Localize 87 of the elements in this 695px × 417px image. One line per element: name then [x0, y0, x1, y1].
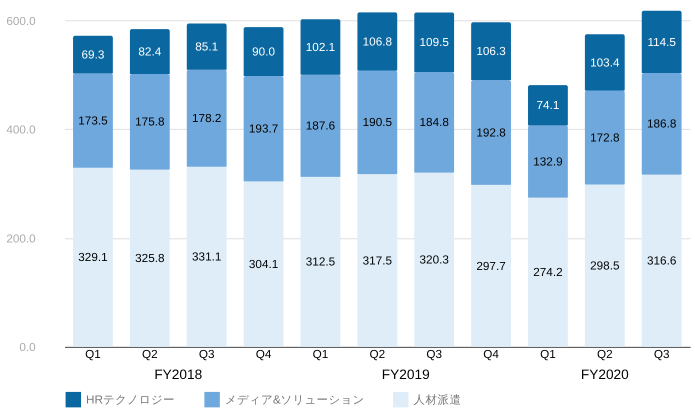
bar — [471, 184, 511, 347]
data-label: 114.5 — [647, 36, 676, 49]
data-label: 187.6 — [306, 120, 336, 133]
data-label: 325.8 — [135, 252, 165, 266]
x-tick-label: Q2 — [369, 348, 386, 362]
data-label: 82.4 — [138, 45, 162, 58]
data-label: 316.6 — [647, 254, 676, 268]
data-label: 103.4 — [590, 56, 620, 70]
data-label: 178.2 — [192, 112, 222, 126]
x-tick-label: Q3 — [426, 348, 442, 362]
bar — [244, 181, 284, 347]
bar — [414, 172, 454, 347]
data-label: 274.2 — [533, 266, 563, 280]
data-label: 173.5 — [78, 114, 108, 128]
text: FY2020 — [580, 367, 630, 382]
bar — [244, 76, 284, 182]
bar — [357, 174, 398, 347]
data-label: 90.0 — [252, 45, 276, 58]
legend-label: メディア&ソリューション — [224, 394, 365, 407]
data-label: 304.1 — [248, 258, 278, 272]
bar — [130, 74, 170, 170]
x-tick-label: Q2 — [142, 348, 158, 362]
legend-label: 人材派遣 — [413, 394, 462, 407]
bar — [528, 125, 568, 198]
y-tick-label: 0.0 — [19, 341, 36, 354]
data-label: 193.7 — [248, 122, 278, 136]
data-label: 175.8 — [135, 116, 165, 129]
legend-label: HRテクノロジー — [86, 394, 175, 407]
text: FY2019 — [382, 367, 430, 382]
bar — [357, 12, 398, 70]
data-label: 317.5 — [362, 254, 392, 268]
bar — [73, 168, 113, 347]
data-label: 85.1 — [195, 40, 218, 54]
bar — [130, 29, 170, 74]
y-tick-label: 600.0 — [6, 14, 36, 28]
bar — [73, 73, 113, 168]
y-tick-label: 400.0 — [6, 124, 36, 137]
bar — [528, 198, 568, 347]
data-label: 172.8 — [590, 131, 620, 144]
bar — [300, 74, 340, 177]
bar — [414, 12, 454, 72]
bar — [584, 90, 625, 184]
data-label: 184.8 — [420, 116, 450, 130]
data-label: 69.3 — [82, 48, 104, 62]
bar — [642, 174, 682, 347]
data-label: 106.3 — [476, 45, 506, 58]
bar — [73, 36, 113, 74]
data-label: 186.8 — [647, 118, 677, 131]
data-label: 106.8 — [362, 35, 392, 48]
bar — [642, 73, 682, 175]
y-tick-label: 200.0 — [6, 232, 36, 246]
data-label: 331.1 — [192, 250, 222, 264]
x-tick-label: Q1 — [540, 348, 556, 362]
data-label: 312.5 — [306, 256, 336, 269]
bar — [584, 34, 625, 90]
data-label: 297.7 — [476, 260, 506, 273]
text: FY2018 — [154, 367, 203, 382]
bar — [471, 80, 511, 185]
x-tick-label: Q3 — [654, 348, 670, 362]
bar — [642, 10, 682, 73]
data-label: 132.9 — [533, 155, 563, 168]
data-label: 320.3 — [420, 254, 449, 267]
bar — [300, 19, 340, 75]
bar — [357, 70, 398, 174]
data-label: 192.8 — [476, 126, 506, 140]
x-tick-label: Q3 — [198, 348, 215, 362]
x-tick-label: Q1 — [85, 348, 101, 362]
bar — [244, 27, 284, 76]
bar — [414, 72, 454, 173]
bar — [186, 166, 227, 347]
x-tick-label: Q4 — [256, 348, 272, 362]
x-tick-label: Q2 — [596, 348, 613, 362]
data-label: 74.1 — [536, 99, 560, 112]
data-label: 109.5 — [420, 36, 450, 50]
x-tick-label: Q1 — [312, 348, 328, 362]
bar — [186, 24, 227, 70]
data-label: 102.1 — [306, 40, 336, 54]
bar — [186, 70, 227, 167]
data-label: 190.5 — [362, 116, 392, 130]
bar — [471, 22, 511, 80]
data-label: 298.5 — [590, 260, 620, 273]
bar — [528, 85, 568, 126]
data-label: 329.1 — [78, 251, 108, 264]
bar — [300, 176, 340, 347]
bar — [584, 184, 625, 347]
bar — [130, 170, 170, 347]
x-tick-label: Q4 — [483, 348, 500, 362]
